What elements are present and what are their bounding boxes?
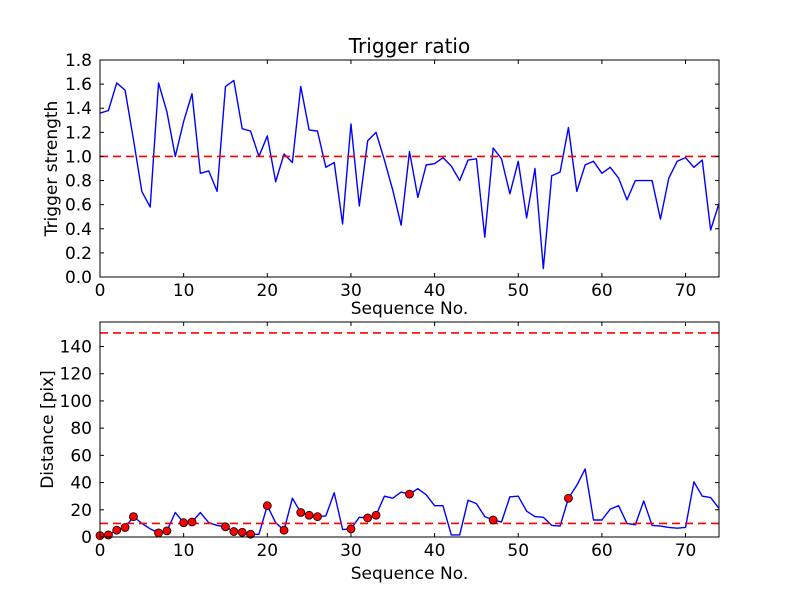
data-line xyxy=(99,79,720,270)
y-tick-label: 0 xyxy=(81,528,92,548)
data-point-marker xyxy=(564,493,573,503)
y-tick-label: 1.8 xyxy=(65,51,92,71)
x-tick-label: 50 xyxy=(507,541,529,561)
y-tick-label: 0.8 xyxy=(65,172,92,192)
x-tick-label: 30 xyxy=(340,281,362,301)
x-tick-label: 20 xyxy=(256,281,278,301)
data-point-marker xyxy=(221,522,230,532)
top-plot: Trigger ratio Trigger strength Sequence … xyxy=(42,34,720,319)
y-tick-label: 1.4 xyxy=(65,99,92,119)
data-point-marker xyxy=(237,527,247,537)
y-tick-label: 100 xyxy=(60,392,92,412)
x-tick-label: 50 xyxy=(507,281,529,301)
x-tick-label: 20 xyxy=(256,541,278,561)
y-tick-label: 0.4 xyxy=(65,220,92,240)
x-tick-label: 40 xyxy=(424,541,446,561)
y-tick-label: 1.0 xyxy=(65,147,92,167)
bottom-plot: Distance [pix] Sequence No. 0 10 20 30 40 50 6… xyxy=(38,321,720,584)
y-tick-label: 80 xyxy=(70,419,92,439)
data-point-marker xyxy=(371,510,381,520)
x-tick-label: 30 xyxy=(340,541,362,561)
data-point-marker xyxy=(346,524,356,534)
x-tick-label: 40 xyxy=(424,281,446,301)
data-point-marker xyxy=(488,515,498,525)
x-tick-label: 60 xyxy=(591,541,613,561)
bottom-plot-xlabel: Sequence No. xyxy=(351,564,468,584)
data-point-marker xyxy=(129,512,138,521)
data-point-marker xyxy=(154,528,163,538)
data-point-marker xyxy=(112,525,122,535)
y-tick-label: 1.2 xyxy=(65,123,92,143)
plot-frame xyxy=(99,321,720,538)
x-tick-label: 0 xyxy=(95,281,106,301)
x-tick-label: 70 xyxy=(675,541,697,561)
data-point-marker xyxy=(313,512,322,521)
top-plot-ylabel: Trigger strength xyxy=(42,101,62,238)
y-tick-label: 1.6 xyxy=(65,75,92,95)
y-tick-label: 0.2 xyxy=(65,244,92,264)
data-point-marker xyxy=(187,517,197,527)
y-tick-label: 120 xyxy=(60,365,92,385)
top-plot-title: Trigger ratio xyxy=(348,34,470,58)
data-point-marker xyxy=(296,508,306,517)
x-tick-label: 0 xyxy=(95,541,106,561)
x-tick-label: 60 xyxy=(591,281,613,301)
y-tick-label: 40 xyxy=(70,474,92,494)
y-tick-label: 140 xyxy=(60,337,92,357)
y-tick-label: 0.6 xyxy=(65,196,92,216)
x-tick-label: 10 xyxy=(173,281,195,301)
top-plot-xlabel: Sequence No. xyxy=(351,299,468,319)
data-point-marker xyxy=(304,510,314,520)
top-plot-area: 0 10 20 30 40 50 60 70 0.0 0.2 0.4 0.6 0.8 1.0 1.2 1.4 1… xyxy=(65,51,720,301)
x-tick-label: 70 xyxy=(675,281,697,301)
y-tick-label: 0.0 xyxy=(65,268,92,288)
data-point-marker xyxy=(363,513,373,523)
y-tick-label: 60 xyxy=(70,446,92,466)
data-point-marker xyxy=(262,501,272,511)
y-tick-label: 20 xyxy=(70,501,92,521)
data-point-marker xyxy=(405,489,414,499)
plot-frame xyxy=(99,59,720,278)
data-point-marker xyxy=(103,530,113,540)
data-point-marker xyxy=(179,518,189,528)
data-point-marker xyxy=(279,525,289,535)
data-point-marker xyxy=(162,526,172,536)
data-point-marker xyxy=(120,523,130,532)
data-point-marker xyxy=(246,529,255,539)
bottom-plot-ylabel: Distance [pix] xyxy=(38,370,58,489)
x-tick-label: 10 xyxy=(173,541,195,561)
data-point-marker xyxy=(229,527,239,536)
